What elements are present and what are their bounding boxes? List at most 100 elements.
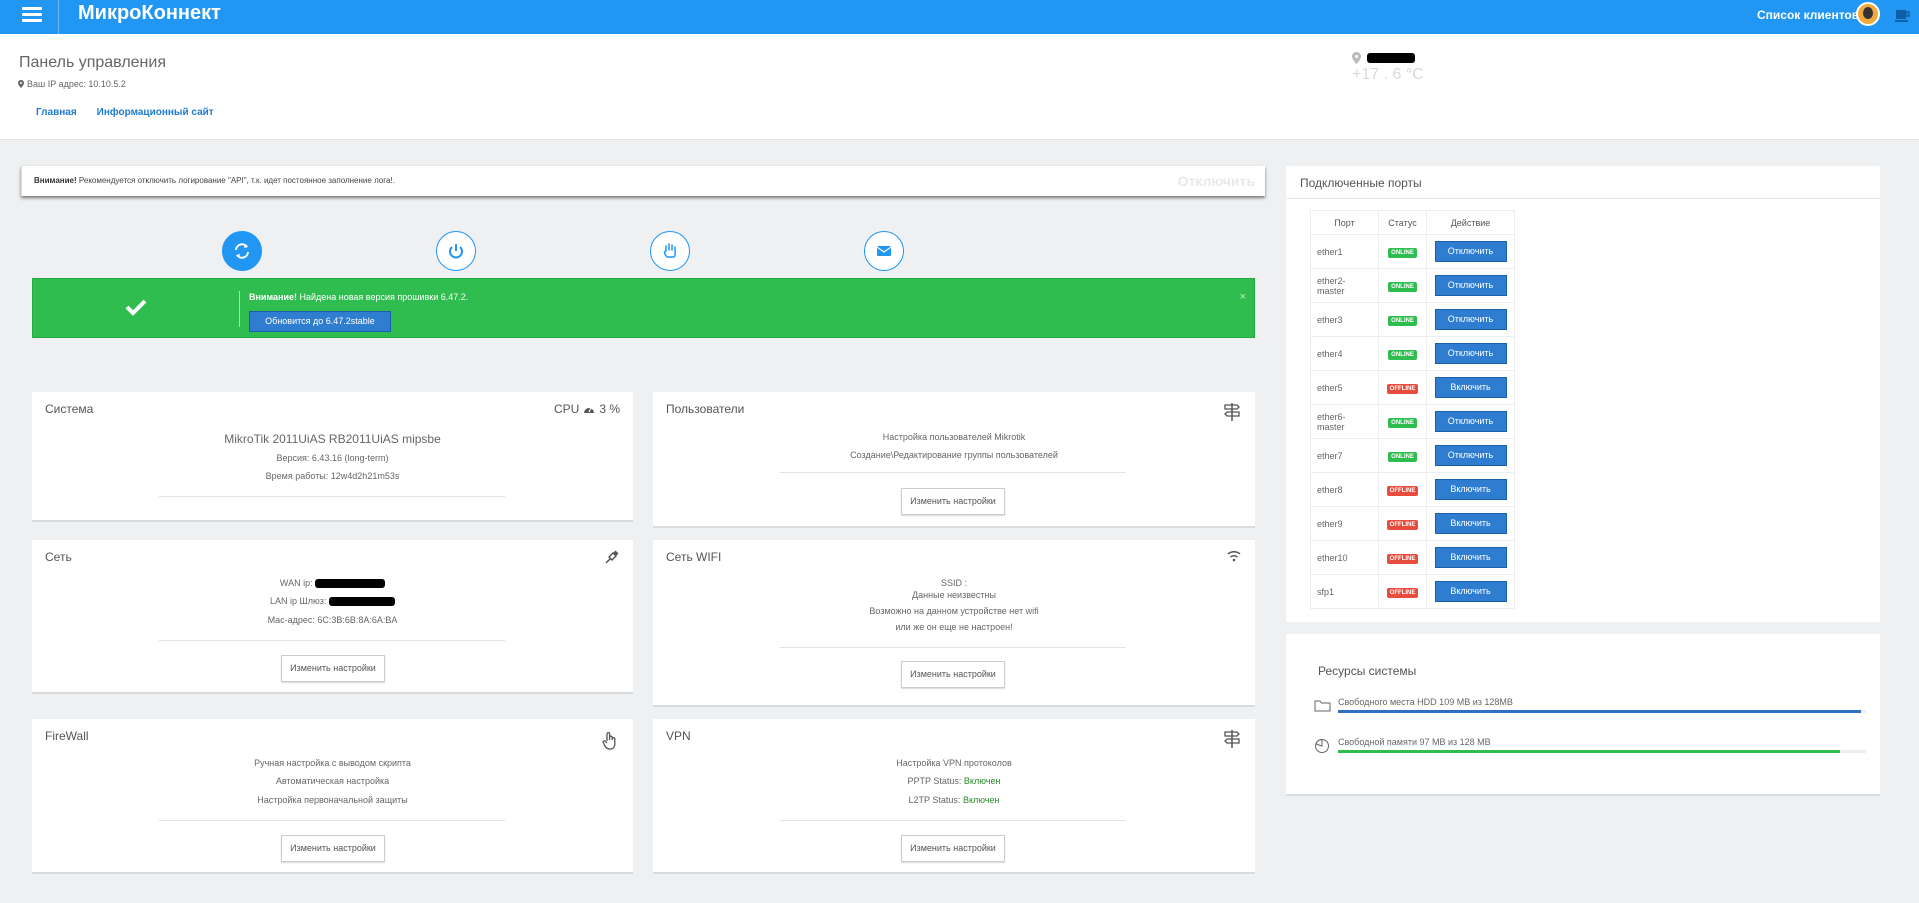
warning-strong: Внимание!: [34, 176, 77, 185]
disable-port-button[interactable]: Отключить: [1434, 343, 1507, 364]
system-resources-panel: Ресурсы системы Свободного места HDD 109…: [1286, 634, 1880, 796]
close-icon[interactable]: ×: [1239, 291, 1246, 303]
status-badge: OFFLINE: [1386, 383, 1419, 394]
users-panel: Пользователи Настройка пользователей Mik…: [653, 392, 1255, 528]
wan-ip: WAN ip:: [32, 578, 633, 589]
top-navbar: МикроКоннект Список клиентов: [0, 0, 1919, 34]
users-line-1: Настройка пользователей Mikrotik: [882, 432, 1026, 442]
network-panel: Сеть WAN ip: LAN ip Шлюз: Mac-адрес: 6C:…: [32, 540, 633, 694]
hdd-progress-track: [1338, 710, 1866, 713]
table-row: ether6-master ONLINE Отключить: [1310, 404, 1515, 439]
clients-list-link[interactable]: Список клиентов: [1757, 8, 1860, 22]
port-name: ether1: [1310, 234, 1379, 269]
wifi-line-1: Данные неизвестны: [912, 590, 996, 600]
checkmark-icon: [125, 299, 147, 316]
disable-logging-button[interactable]: Отключить: [1177, 173, 1255, 189]
firewall-settings-button[interactable]: Изменить настройки: [281, 835, 385, 862]
disable-port-button[interactable]: Отключить: [1434, 275, 1507, 296]
users-settings-button[interactable]: Изменить настройки: [901, 488, 1005, 515]
coffee-icon[interactable]: [1895, 8, 1911, 22]
table-row: ether8 OFFLINE Включить: [1310, 472, 1515, 507]
status-badge: OFFLINE: [1386, 485, 1419, 496]
hand-button[interactable]: [650, 231, 690, 271]
hdd-progress-bar: [1338, 710, 1861, 713]
refresh-icon: [235, 243, 249, 259]
enable-port-button[interactable]: Включить: [1434, 377, 1507, 398]
pptp-status-label: PPTP Status:: [907, 776, 962, 786]
brand-logo[interactable]: МикроКоннект: [78, 2, 221, 24]
firmware-version: Версия: 6.43.16 (long-term): [276, 453, 389, 463]
nav-link-home[interactable]: Главная: [36, 107, 77, 118]
disable-port-button[interactable]: Отключить: [1434, 411, 1507, 432]
enable-port-button[interactable]: Включить: [1434, 547, 1507, 568]
signpost-icon: [1224, 730, 1240, 748]
disable-port-button[interactable]: Отключить: [1434, 241, 1507, 262]
weather-widget: +17 . 6 °C: [1352, 52, 1424, 84]
wan-ip-label: WAN ip:: [279, 578, 313, 588]
ip-address-line: Ваш IP адрес: 10.10.5.2: [18, 79, 126, 89]
status-badge: ONLINE: [1388, 451, 1417, 462]
status-badge: ONLINE: [1388, 417, 1417, 428]
panel-title: Пользователи: [666, 402, 745, 416]
port-action-cell: Включить: [1426, 574, 1515, 609]
network-settings-button[interactable]: Изменить настройки: [281, 655, 385, 682]
port-name: ether2-master: [1310, 268, 1379, 303]
table-row: ether2-master ONLINE Отключить: [1310, 268, 1515, 303]
memory-progress-track: [1338, 750, 1866, 753]
divider: [780, 820, 1126, 821]
port-name: ether10: [1310, 540, 1379, 575]
refresh-button[interactable]: [222, 231, 262, 271]
hdd-label: Свободного места HDD 109 MB из 128MB: [1338, 697, 1513, 707]
table-row: sfp1 OFFLINE Включить: [1310, 574, 1515, 609]
power-icon: [449, 244, 463, 259]
column-header-port: Порт: [1310, 210, 1379, 235]
users-line-2: Создание\Редактирование группы пользоват…: [850, 450, 1058, 460]
enable-port-button[interactable]: Включить: [1434, 513, 1507, 534]
port-status-cell: OFFLINE: [1378, 540, 1427, 575]
disable-port-button[interactable]: Отключить: [1434, 309, 1507, 330]
vpn-settings-button[interactable]: Изменить настройки: [901, 835, 1005, 862]
port-name: ether9: [1310, 506, 1379, 541]
vpn-line-1: Настройка VPN протоколов: [896, 758, 1012, 768]
pptp-status-value: Включен: [963, 776, 1001, 786]
avatar[interactable]: [1856, 2, 1880, 26]
divider: [1286, 198, 1880, 199]
hand-pointer-icon: [602, 732, 616, 750]
ports-table: Порт Статус Действие ether1 ONLINE Отключи…: [1310, 210, 1515, 609]
enable-port-button[interactable]: Включить: [1434, 581, 1507, 602]
redacted-city: [1367, 53, 1415, 63]
port-status-cell: ONLINE: [1378, 336, 1427, 371]
panel-title: FireWall: [45, 729, 89, 743]
panel-title: Ресурсы системы: [1318, 664, 1417, 678]
menu-icon[interactable]: [14, 2, 50, 28]
wifi-settings-button[interactable]: Изменить настройки: [901, 661, 1005, 688]
firewall-line-1: Ручная настройка с выводом скрипта: [254, 758, 411, 768]
port-status-cell: ONLINE: [1378, 404, 1427, 439]
map-marker-icon: [18, 80, 24, 88]
mail-button[interactable]: [864, 231, 904, 271]
panel-title: Сеть WIFI: [666, 550, 722, 564]
panel-title: Сеть: [45, 550, 72, 564]
l2tp-status: L2TP Status: Включен: [653, 795, 1255, 805]
table-row: ether10 OFFLINE Включить: [1310, 540, 1515, 575]
divider: [780, 472, 1126, 473]
disable-port-button[interactable]: Отключить: [1434, 445, 1507, 466]
ports-table-body: ether1 ONLINE Отключить ether2-master ONLINE…: [1310, 234, 1515, 609]
port-action-cell: Отключить: [1426, 438, 1515, 473]
status-badge: ONLINE: [1388, 281, 1417, 292]
enable-port-button[interactable]: Включить: [1434, 479, 1507, 500]
port-action-cell: Отключить: [1426, 268, 1515, 303]
table-row: ether4 ONLINE Отключить: [1310, 336, 1515, 371]
port-status-cell: OFFLINE: [1378, 574, 1427, 609]
wifi-ssid: SSID :: [940, 578, 967, 588]
signpost-icon: [1224, 403, 1240, 421]
port-action-cell: Отключить: [1426, 336, 1515, 371]
reboot-button[interactable]: [436, 231, 476, 271]
update-firmware-button[interactable]: Обновится до 6.47.2stable: [249, 311, 391, 332]
firewall-panel: FireWall Ручная настройка с выводом скри…: [32, 719, 633, 874]
status-badge: OFFLINE: [1386, 587, 1419, 598]
page-header: Панель управления Ваш IP адрес: 10.10.5.…: [0, 34, 1919, 140]
nav-link-info-site[interactable]: Информационный сайт: [96, 107, 214, 118]
wifi-panel: Сеть WIFI SSID : Данные неизвестны Возмо…: [653, 540, 1255, 707]
table-row: ether7 ONLINE Отключить: [1310, 438, 1515, 473]
